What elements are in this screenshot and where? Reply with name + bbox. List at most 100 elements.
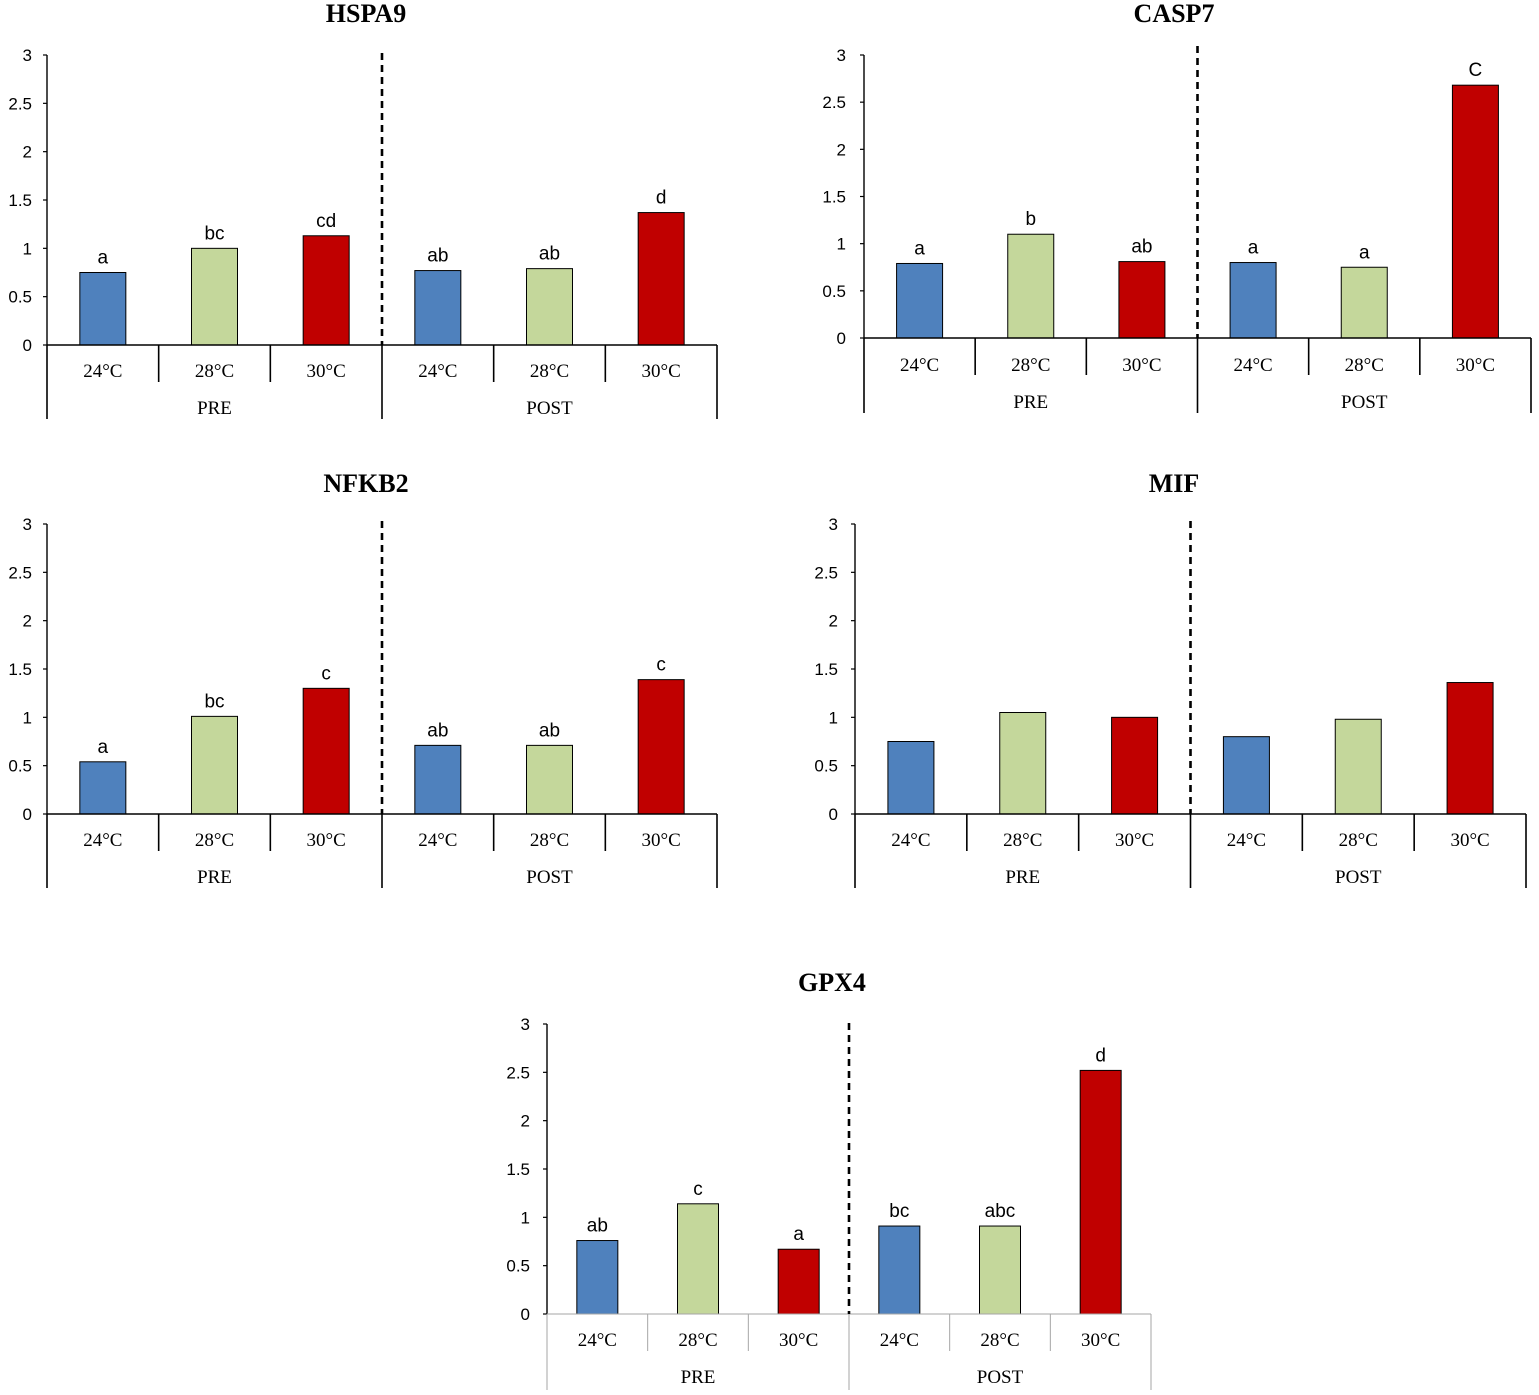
category-label: 28°C bbox=[1011, 355, 1050, 376]
chart-hspa9: HSPA9 0 0.5 1 1.5 2 2.5 3 a 24°C bc 28°C cd 30°C ab 24°… bbox=[8, 0, 718, 419]
category-label: 28°C bbox=[1339, 830, 1378, 851]
category-label: 30°C bbox=[1081, 1330, 1120, 1351]
chart-mif: MIF 0 0.5 1 1.5 2 2.5 3 24°C 28°C 30°C 24°C 28°C 30°C… bbox=[814, 469, 1527, 888]
group-label-post: POST bbox=[1341, 392, 1388, 413]
y-tick-label: 2 bbox=[23, 612, 32, 631]
bar-post-28c bbox=[979, 1225, 1021, 1315]
y-tick-label: 2.5 bbox=[8, 563, 32, 582]
bar-pre-28c bbox=[191, 247, 238, 346]
bar-post-28c bbox=[1334, 718, 1382, 815]
chart-nfkb2: NFKB2 0 0.5 1 1.5 2 2.5 3 a 24°C bc 28°C c 30°C ab 24°C… bbox=[8, 469, 718, 888]
bar-pre-28c bbox=[677, 1203, 719, 1315]
bar-post-30c bbox=[1079, 1069, 1122, 1315]
y-tick-label: 0.5 bbox=[822, 282, 846, 301]
category-label: 24°C bbox=[418, 830, 457, 851]
significance-label: a bbox=[1248, 238, 1259, 259]
significance-label: ab bbox=[539, 720, 560, 741]
group-label-pre: PRE bbox=[1005, 867, 1040, 888]
y-tick-label: 1.5 bbox=[506, 1160, 530, 1179]
chart-title: CASP7 bbox=[1134, 0, 1215, 28]
group-label-post: POST bbox=[977, 1367, 1024, 1388]
group-label-pre: PRE bbox=[1013, 392, 1048, 413]
significance-label: bc bbox=[204, 223, 224, 244]
bar-pre-28c bbox=[191, 715, 238, 815]
significance-label: abc bbox=[985, 1201, 1016, 1222]
significance-label: C bbox=[1469, 60, 1483, 81]
chart-casp7: CASP7 0 0.5 1 1.5 2 2.5 3 a 24°C b 28°C ab 30°C a 24°C a… bbox=[822, 0, 1532, 413]
bar-pre-24c bbox=[79, 272, 127, 346]
significance-label: a bbox=[98, 248, 109, 269]
category-label: 30°C bbox=[1450, 830, 1489, 851]
category-label: 24°C bbox=[578, 1330, 617, 1351]
bar-post-24c bbox=[1222, 736, 1270, 815]
y-tick-label: 2 bbox=[837, 140, 846, 159]
category-label: 30°C bbox=[1115, 830, 1154, 851]
bar-pre-30c bbox=[1118, 261, 1166, 339]
y-tick-label: 1.5 bbox=[822, 188, 846, 207]
significance-label: a bbox=[98, 737, 109, 758]
y-tick-label: 1 bbox=[829, 708, 838, 727]
category-label: 28°C bbox=[980, 1330, 1019, 1351]
bar-post-24c bbox=[1229, 262, 1277, 339]
category-label: 28°C bbox=[530, 830, 569, 851]
significance-label: c bbox=[656, 655, 666, 676]
bar-post-28c bbox=[526, 744, 573, 815]
bar-pre-30c bbox=[1111, 716, 1159, 815]
significance-label: ab bbox=[539, 244, 560, 265]
chart-title: GPX4 bbox=[798, 968, 866, 997]
group-label-post: POST bbox=[526, 867, 573, 888]
significance-label: ab bbox=[587, 1216, 608, 1237]
bar-pre-24c bbox=[79, 761, 127, 815]
category-label: 28°C bbox=[195, 830, 234, 851]
y-tick-label: 1.5 bbox=[8, 660, 32, 679]
significance-label: a bbox=[914, 238, 925, 259]
y-tick-label: 0 bbox=[23, 336, 32, 355]
y-tick-label: 0 bbox=[521, 1305, 530, 1324]
category-label: 28°C bbox=[195, 361, 234, 382]
bar-post-30c bbox=[637, 212, 685, 346]
y-tick-label: 2 bbox=[23, 143, 32, 162]
y-tick-label: 0 bbox=[23, 805, 32, 824]
bar-pre-24c bbox=[887, 741, 935, 815]
category-label: 30°C bbox=[307, 830, 346, 851]
y-tick-label: 2 bbox=[521, 1112, 530, 1131]
bar-pre-30c bbox=[302, 235, 350, 346]
y-tick-label: 0.5 bbox=[8, 288, 32, 307]
y-tick-label: 1 bbox=[23, 708, 32, 727]
category-label: 24°C bbox=[83, 361, 122, 382]
significance-label: d bbox=[656, 188, 667, 209]
bar-post-28c bbox=[1340, 266, 1388, 339]
y-tick-label: 1 bbox=[23, 239, 32, 258]
y-tick-label: 0.5 bbox=[8, 757, 32, 776]
category-label: 28°C bbox=[678, 1330, 717, 1351]
y-tick-label: 1.5 bbox=[8, 191, 32, 210]
bar-post-30c bbox=[637, 679, 685, 815]
significance-label: bc bbox=[889, 1201, 909, 1222]
significance-label: a bbox=[793, 1224, 804, 1245]
y-tick-label: 0.5 bbox=[814, 757, 838, 776]
significance-label: c bbox=[693, 1179, 703, 1200]
category-label: 30°C bbox=[642, 361, 681, 382]
y-tick-label: 2.5 bbox=[8, 94, 32, 113]
y-tick-label: 3 bbox=[23, 515, 32, 534]
bar-pre-30c bbox=[777, 1248, 820, 1315]
y-tick-label: 1.5 bbox=[814, 660, 838, 679]
group-label-pre: PRE bbox=[197, 867, 232, 888]
y-tick-label: 2.5 bbox=[822, 93, 846, 112]
significance-label: ab bbox=[427, 720, 448, 741]
bar-pre-30c bbox=[302, 687, 350, 815]
chart-title: NFKB2 bbox=[323, 469, 408, 498]
category-label: 24°C bbox=[83, 830, 122, 851]
category-label: 30°C bbox=[642, 830, 681, 851]
y-tick-label: 1 bbox=[837, 235, 846, 254]
category-label: 24°C bbox=[900, 355, 939, 376]
category-label: 28°C bbox=[1345, 355, 1384, 376]
category-label: 30°C bbox=[779, 1330, 818, 1351]
y-tick-label: 2.5 bbox=[506, 1063, 530, 1082]
chart-title: HSPA9 bbox=[326, 0, 406, 28]
y-tick-label: 0 bbox=[829, 805, 838, 824]
significance-label: a bbox=[1359, 242, 1370, 263]
bar-post-24c bbox=[414, 744, 462, 815]
y-tick-label: 0.5 bbox=[506, 1257, 530, 1276]
